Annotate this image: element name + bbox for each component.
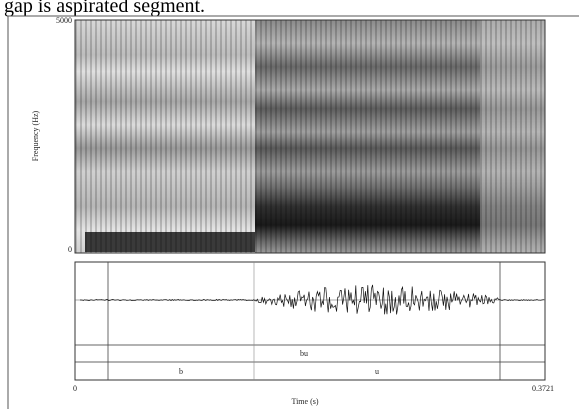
- spectrogram-border: [74, 19, 546, 254]
- spectrogram: [74, 19, 546, 254]
- x-start-label: 0: [73, 384, 77, 393]
- tier-label: b: [179, 367, 183, 376]
- panel-border: [74, 261, 546, 381]
- x-end-label: 0.3721: [532, 384, 554, 393]
- striations: [75, 20, 545, 253]
- x-axis-label: Time (s): [291, 397, 318, 406]
- header-text: gap is aspirated segment.: [4, 0, 205, 17]
- tier-label: bu: [300, 349, 308, 358]
- tier-label: u: [375, 367, 379, 376]
- waveform-panel: [74, 261, 546, 381]
- y-axis-label: Frequency (Hz): [31, 110, 40, 161]
- y-min-label: 0: [68, 245, 72, 254]
- waveform: [80, 284, 545, 315]
- y-max-label: 5000: [56, 16, 72, 25]
